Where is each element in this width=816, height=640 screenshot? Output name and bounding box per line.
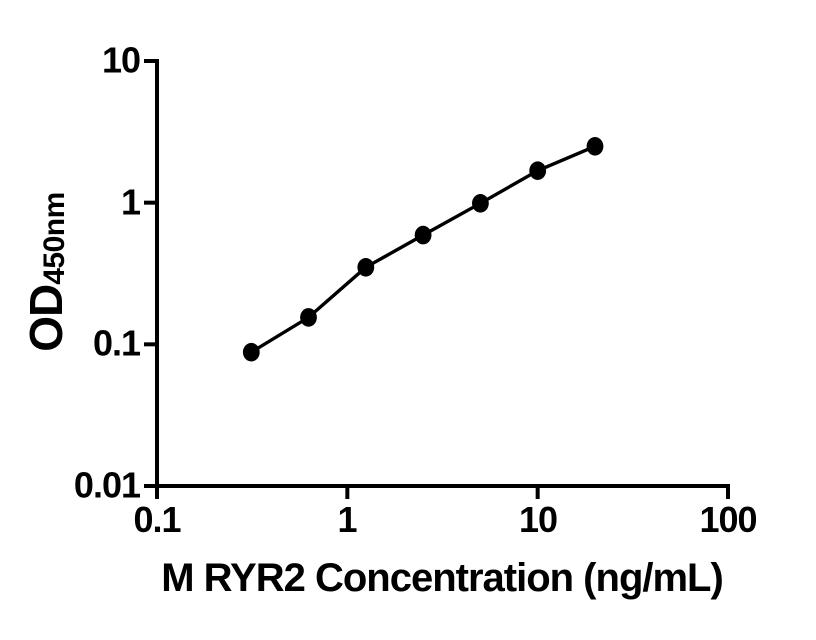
y-axis-title-main: OD	[20, 284, 72, 352]
x-tick-label-0p1: 0.1	[133, 499, 181, 540]
x-tick-label-1: 1	[337, 499, 357, 540]
x-tick-label-100: 100	[699, 499, 757, 540]
y-tick-label-1: 1	[120, 181, 141, 223]
y-tick-label-0p01: 0.01	[73, 464, 141, 506]
y-axis-title: OD450nm	[19, 192, 73, 352]
x-tick-label-10: 10	[518, 499, 558, 540]
y-tick-label-0p1: 0.1	[92, 322, 141, 364]
y-tick-label-10: 10	[101, 39, 141, 81]
y-axis-title-subscript: 450nm	[38, 192, 71, 285]
x-axis-title: M RYR2 Concentration (ng/mL)	[161, 556, 724, 600]
